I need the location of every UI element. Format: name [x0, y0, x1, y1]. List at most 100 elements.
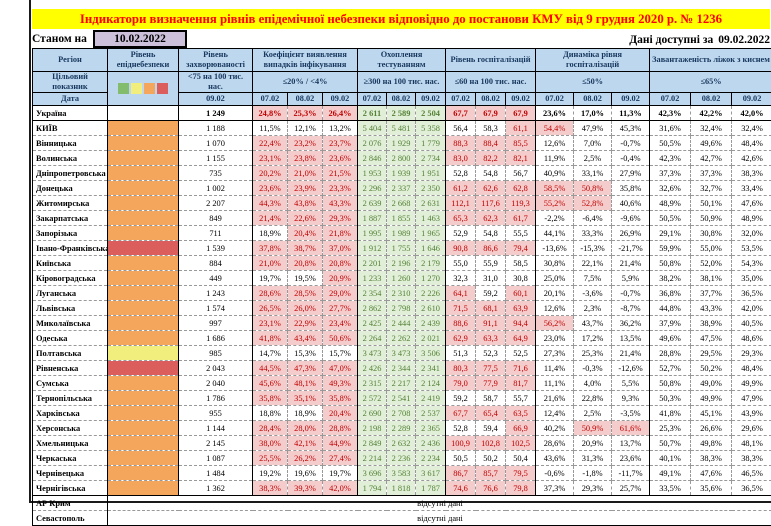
dynamics-value: 20,1% [536, 286, 574, 301]
testing-value: 2 708 [387, 406, 416, 421]
testing-value: 3 473 [387, 346, 416, 361]
dynamics-value: -2,2% [536, 211, 574, 226]
beds-value: 36,8% [650, 286, 691, 301]
date-beds-3: 09.02 [732, 93, 771, 106]
hospital-value: 32,3 [446, 271, 476, 286]
testing-value: 2 296 [358, 181, 387, 196]
epidanger-level-swatch [131, 83, 142, 94]
coef-value: 44,9% [323, 436, 358, 451]
beds-value: 54,3% [732, 256, 771, 271]
dynamics-value: 25,7% [612, 481, 650, 496]
testing-value: 2 196 [387, 256, 416, 271]
hospital-value: 58,5 [506, 256, 536, 271]
hospital-value: 63,3 [476, 331, 506, 346]
testing-value: 2 734 [416, 151, 446, 166]
testing-value: 1 779 [416, 136, 446, 151]
hospital-value: 88,4 [476, 136, 506, 151]
incidence-value: 1 144 [179, 421, 253, 436]
epidanger-level-cell [108, 211, 179, 226]
coef-value: 28,4% [253, 421, 288, 436]
hospital-value: 85,7 [476, 466, 506, 481]
epidanger-level-cell [108, 316, 179, 331]
dynamics-value: 20,9% [574, 436, 612, 451]
dynamics-value: 26,9% [612, 226, 650, 241]
incidence-value: 2 207 [179, 196, 253, 211]
hospital-value: 86,6 [476, 241, 506, 256]
dynamics-value: 52,8% [574, 196, 612, 211]
beds-value: 38,3% [691, 451, 732, 466]
beds-value: 50,3% [650, 391, 691, 406]
coef-value: 18,9% [288, 406, 323, 421]
dynamics-value: 30,8% [536, 256, 574, 271]
region-name: Севастополь [33, 511, 108, 526]
dynamics-value: -12,6% [612, 361, 650, 376]
hospital-value: 56,7 [506, 166, 536, 181]
coef-value: 26,5% [253, 301, 288, 316]
epidanger-level-cell [108, 481, 179, 496]
beds-value: 30,8% [691, 226, 732, 241]
coef-value: 22,6% [288, 211, 323, 226]
testing-value: 2 354 [358, 286, 387, 301]
region-name: Хмельницька [33, 436, 108, 451]
testing-value: 1 953 [358, 166, 387, 181]
region-header: Регіон [33, 49, 108, 72]
region-name: Івано-Франківська [33, 241, 108, 256]
hospital-value: 58,3 [476, 121, 506, 136]
beds-value: 42,2% [691, 106, 732, 121]
region-name: Одеська [33, 331, 108, 346]
testing-value: 2 214 [358, 451, 387, 466]
coef-value: 19,2% [253, 466, 288, 481]
beds-value: 43,3% [691, 301, 732, 316]
epidanger-level-cell [108, 241, 179, 256]
coef-value: 21,8% [323, 226, 358, 241]
coef-value: 23,6% [323, 151, 358, 166]
date-testing-3: 09.02 [416, 93, 446, 106]
testing-value: 2 639 [358, 196, 387, 211]
dynamics-value: 17,0% [574, 106, 612, 121]
region-name: Чернівецька [33, 466, 108, 481]
hospital-value: 65,4 [476, 406, 506, 421]
date-testing-1: 07.02 [358, 93, 387, 106]
coef-value: 35,1% [288, 391, 323, 406]
incidence-value: 735 [179, 166, 253, 181]
hospital-value: 62,3 [476, 211, 506, 226]
coef-value: 18,9% [253, 226, 288, 241]
coef-value: 35,8% [253, 391, 288, 406]
beds-value: 48,9% [732, 211, 771, 226]
hospital-value: 67,9 [476, 106, 506, 121]
dynamics-value: 27,9% [612, 166, 650, 181]
testing-value: 1 965 [416, 226, 446, 241]
group-coef-header: Коефіцієнт виявлення випадків інфікуванн… [253, 49, 358, 72]
testing-value: 2 504 [416, 106, 446, 121]
coef-value: 39,3% [288, 481, 323, 496]
hospital-value: 82,2 [476, 151, 506, 166]
testing-value: 1 233 [358, 271, 387, 286]
beds-value: 29,3% [732, 346, 771, 361]
hospital-value: 79,0 [446, 376, 476, 391]
beds-value: 37,3% [691, 166, 732, 181]
hospital-value: 102,8 [476, 436, 506, 451]
testing-value: 2 021 [416, 331, 446, 346]
beds-value: 38,1% [691, 271, 732, 286]
epidanger-level-cell [108, 421, 179, 436]
beds-value: 33,5% [650, 481, 691, 496]
region-name: Україна [33, 106, 108, 121]
testing-value: 2 344 [387, 361, 416, 376]
hospital-value: 71,5 [446, 301, 476, 316]
beds-value: 50,1% [691, 196, 732, 211]
testing-value: 1 939 [387, 166, 416, 181]
testing-value: 2 365 [416, 421, 446, 436]
testing-value: 2 076 [358, 136, 387, 151]
target-hospital: ≤60 на 100 тис. нас. [446, 72, 536, 93]
coef-value: 13,2% [323, 121, 358, 136]
report-page: Індикатори визначення рівнів епідемічної… [32, 9, 770, 526]
dynamics-value: -0,4% [612, 151, 650, 166]
hospital-value: 61,2 [446, 181, 476, 196]
incidence-value: 1 484 [179, 466, 253, 481]
beds-value: 50,5% [650, 211, 691, 226]
